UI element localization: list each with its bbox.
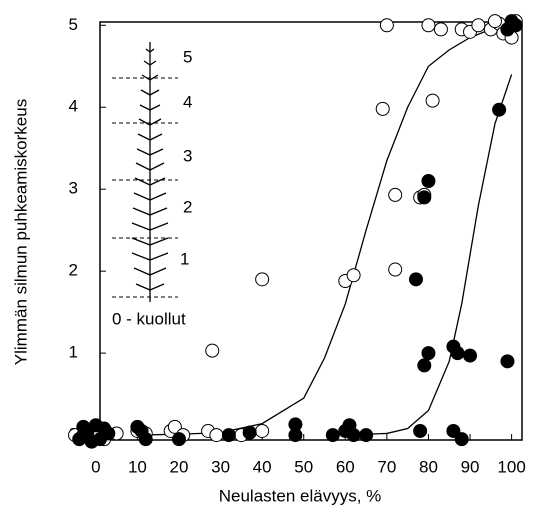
point [375, 101, 390, 116]
point [346, 428, 361, 443]
point [255, 272, 270, 287]
x-tick-label: 70 [377, 457, 396, 476]
x-tick-label: 20 [170, 457, 189, 476]
inset-label: 1 [180, 249, 189, 268]
fit-curve [345, 74, 513, 436]
point [101, 426, 116, 441]
point [421, 18, 436, 33]
point [446, 423, 461, 438]
point [454, 432, 469, 447]
point [413, 423, 428, 438]
point [425, 93, 440, 108]
inset-label: 2 [183, 197, 192, 216]
x-tick-label: 50 [294, 457, 313, 476]
point [167, 419, 182, 434]
point [421, 346, 436, 361]
x-tick-label: 90 [461, 457, 480, 476]
x-tick-label: 100 [497, 457, 525, 476]
plot-frame [99, 21, 523, 441]
point [450, 346, 465, 361]
inset-label: 5 [183, 47, 192, 66]
x-tick-label: 40 [253, 457, 272, 476]
point [421, 174, 436, 189]
point [417, 190, 432, 205]
point [242, 425, 257, 440]
x-tick-label: 30 [211, 457, 230, 476]
point [138, 432, 153, 447]
y-tick-label: 2 [69, 261, 78, 280]
point [221, 428, 236, 443]
point [255, 423, 270, 438]
y-tick-label: 3 [69, 179, 78, 198]
point [408, 272, 423, 287]
inset-label: 3 [183, 146, 192, 165]
point [325, 428, 340, 443]
point [209, 428, 224, 443]
inset-tree [112, 42, 178, 302]
point [359, 428, 374, 443]
point [379, 18, 394, 33]
point [388, 187, 403, 202]
inset-label: 4 [183, 92, 192, 111]
point [463, 348, 478, 363]
point [433, 22, 448, 37]
point [500, 22, 515, 37]
point [500, 354, 515, 369]
point [171, 432, 186, 447]
point [487, 14, 502, 29]
x-tick-label: 0 [91, 457, 100, 476]
y-tick-label: 1 [69, 343, 78, 362]
y-tick-label: 5 [69, 15, 78, 34]
point [346, 268, 361, 283]
x-tick-label: 80 [419, 457, 438, 476]
point [76, 419, 91, 434]
x-axis-label: Neulasten elävyys, % [219, 486, 382, 505]
inset-label: 0 - kuollut [112, 309, 186, 328]
y-tick-label: 4 [69, 97, 78, 116]
point [288, 428, 303, 443]
point [417, 358, 432, 373]
point [471, 18, 486, 33]
y-axis-label: Ylimmän silmun puhkeamiskorkeus [11, 99, 30, 365]
x-tick-label: 10 [128, 457, 147, 476]
point [205, 343, 220, 358]
fit-curve [137, 25, 512, 436]
point [388, 262, 403, 277]
x-tick-label: 60 [336, 457, 355, 476]
point [492, 102, 507, 117]
